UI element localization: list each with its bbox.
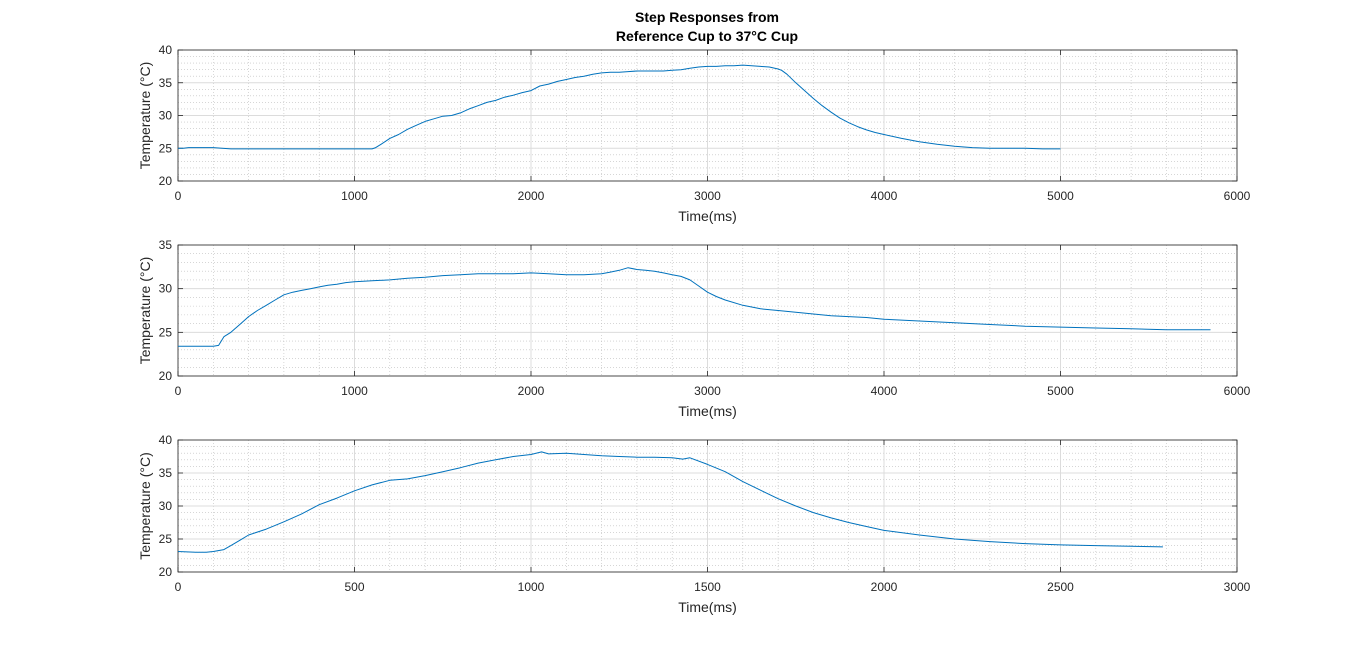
figure-title-line-1: Step Responses from xyxy=(635,9,779,25)
x-tick-label: 3000 xyxy=(694,189,721,203)
x-tick-label: 2000 xyxy=(518,384,545,398)
x-tick-label: 2500 xyxy=(1047,580,1074,594)
x-tick-label: 6000 xyxy=(1224,384,1251,398)
y-tick-label: 25 xyxy=(159,532,173,546)
x-tick-label: 1000 xyxy=(341,384,368,398)
y-tick-label: 20 xyxy=(159,174,173,188)
x-axis-label: Time(ms) xyxy=(678,599,737,615)
y-tick-label: 35 xyxy=(159,76,173,90)
figure-title-line-2: Reference Cup to 37°C Cup xyxy=(616,28,798,44)
y-axis-label: Temperature (°C) xyxy=(137,62,153,170)
x-tick-label: 6000 xyxy=(1224,189,1251,203)
x-tick-label: 3000 xyxy=(1224,580,1251,594)
x-axis-label: Time(ms) xyxy=(678,403,737,419)
x-tick-label: 3000 xyxy=(694,384,721,398)
series-line-1-1 xyxy=(178,64,1061,150)
x-tick-label: 0 xyxy=(175,384,182,398)
charts-layer: 0 1000 2000 3000 4000 5000 60002025303540Time(… xyxy=(137,43,1251,615)
y-tick-label: 35 xyxy=(159,238,173,252)
x-tick-label: 4000 xyxy=(871,189,898,203)
series-line-3-1 xyxy=(177,451,1163,553)
y-tick-label: 25 xyxy=(159,141,173,155)
x-tick-label: 500 xyxy=(344,580,364,594)
subplot-3: 0 500 1000 1500 2000 2500 3000 20 25 30 35 40 Time(m… xyxy=(137,433,1251,615)
x-tick-label: 0 xyxy=(175,189,182,203)
y-axis-label: Temperature (°C) xyxy=(137,257,153,365)
y-tick-label: 30 xyxy=(159,282,173,296)
y-tick-label: 40 xyxy=(159,433,173,447)
y-tick-label: 25 xyxy=(159,325,173,339)
y-tick-label: 20 xyxy=(159,565,173,579)
y-tick-label: 40 xyxy=(159,43,173,57)
y-tick-label: 30 xyxy=(159,499,173,513)
x-tick-label: 4000 xyxy=(871,384,898,398)
x-axis-label: Time(ms) xyxy=(678,208,737,224)
x-tick-label: 1000 xyxy=(518,580,545,594)
x-tick-label: 1000 xyxy=(341,189,368,203)
y-tick-label: 20 xyxy=(159,369,173,383)
x-tick-label: 0 xyxy=(175,580,182,594)
x-tick-label: 2000 xyxy=(871,580,898,594)
series-line-2-1 xyxy=(178,267,1211,347)
subplot-1: 0 1000 2000 3000 4000 5000 6000 20 25 30 35 40 Time(… xyxy=(137,43,1251,224)
y-axis-label: Temperature (°C) xyxy=(137,452,153,560)
y-tick-label: 35 xyxy=(159,466,173,480)
x-tick-label: 1500 xyxy=(694,580,721,594)
x-tick-label: 2000 xyxy=(518,189,545,203)
x-tick-label: 5000 xyxy=(1047,189,1074,203)
y-tick-label: 30 xyxy=(159,109,173,123)
subplot-2: 0 1000 2000 3000 4000 5000 6000 20 25 30 35 Time(ms… xyxy=(137,238,1251,419)
x-tick-label: 5000 xyxy=(1047,384,1074,398)
